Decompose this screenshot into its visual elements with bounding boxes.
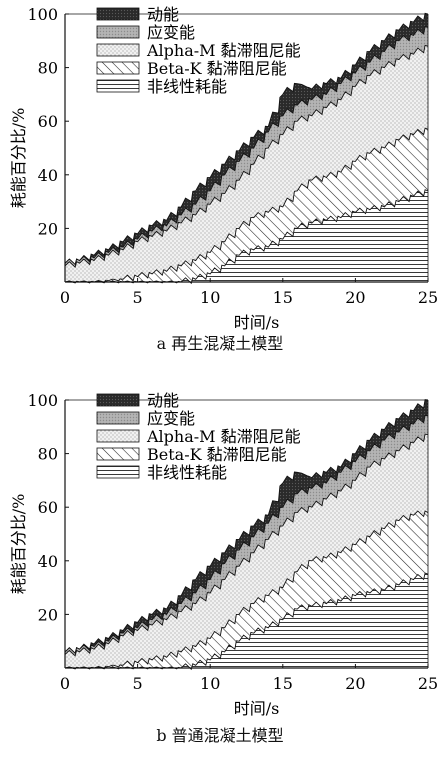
legend-label: Alpha-M 黏滞阻尼能 [146,427,301,446]
y-tick-label: 80 [38,59,58,78]
legend-swatch-gray [96,411,140,425]
legend-label: 应变能 [147,23,195,42]
y-tick-label: 100 [27,391,58,410]
y-axis-label: 耗能百分比/% [9,108,28,209]
series-line-gray [64,414,429,654]
series-line-gray [64,26,429,266]
x-tick-label: 0 [60,288,70,307]
series-line-dots [64,433,429,657]
y-tick-label: 100 [27,5,58,24]
legend-swatch-black [96,7,140,21]
area-hlines [65,189,428,284]
area-hlines [65,573,428,670]
chart-b: 0 5 10 15 20 25 20 40 60 80 100 时间/s 耗能百分比/% 动能应变能Alp… [9,391,438,718]
chart-caption-a: a 再生混凝土模型 [156,334,284,353]
legend-label: 非线性耗能 [147,463,227,482]
y-tick-label: 20 [38,219,58,238]
series-line-diagonal [64,127,429,284]
y-tick-label: 80 [38,445,58,464]
legend-swatch-diagonal [96,447,140,461]
x-tick-label: 25 [418,288,438,307]
x-tick-label: 5 [133,674,143,693]
y-tick-label: 40 [38,552,58,571]
series-line-dots [64,44,429,268]
series-line-diagonal [64,510,429,670]
legend-label: Beta-K 黏滞阻尼能 [147,59,287,78]
series-line-hlines [64,572,429,671]
legend-swatch-dots [96,429,140,443]
legend-swatch-gray [96,25,140,39]
y-axis-label: 耗能百分比/% [9,494,28,595]
chart-caption-b: b 普通混凝土模型 [156,726,284,745]
series-line-hlines [64,189,429,285]
x-tick-label: 10 [200,288,220,307]
legend-label: 动能 [147,5,179,24]
legend-swatch-dots [96,43,140,57]
series-line-black [64,12,429,266]
x-tick-label: 15 [273,288,293,307]
legend-swatch-hlines [96,465,140,479]
chart-panel-a: 0 5 10 15 20 25 20 40 60 80 100 时间/s 耗能百分比/% 动能 应变能 Alp… [9,5,438,353]
y-tick-label: 60 [38,112,58,131]
chart-panel-b: 0 5 10 15 20 25 20 40 60 80 100 时间/s 耗能百分比/% 动能 应变能 Alp… [0,386,440,772]
legend-label: 非线性耗能 [147,77,227,96]
x-tick-label: 15 [273,674,293,693]
x-axis-label: 时间/s [234,699,280,718]
legend-swatch-diagonal [96,61,140,75]
x-tick-label: 20 [345,674,365,693]
chart-a: 0 5 10 15 20 25 20 40 60 80 100 时间/s 耗能百分比/% 动能应变能Alp… [9,5,438,332]
x-tick-label: 0 [60,674,70,693]
legend-label: 应变能 [147,409,195,428]
y-tick-label: 20 [38,605,58,624]
x-tick-label: 10 [200,674,220,693]
legend-swatch-black [96,393,140,407]
series-line-black [64,399,429,654]
legend-label: 动能 [147,391,179,410]
legend-label: Alpha-M 黏滞阻尼能 [146,41,301,60]
y-tick-label: 60 [38,498,58,517]
x-tick-label: 5 [133,288,143,307]
x-axis-label: 时间/s [234,313,280,332]
legend-swatch-hlines [96,79,140,93]
x-tick-label: 25 [418,674,438,693]
y-tick-label: 40 [38,166,58,185]
x-tick-label: 20 [345,288,365,307]
legend-label: Beta-K 黏滞阻尼能 [147,445,287,464]
